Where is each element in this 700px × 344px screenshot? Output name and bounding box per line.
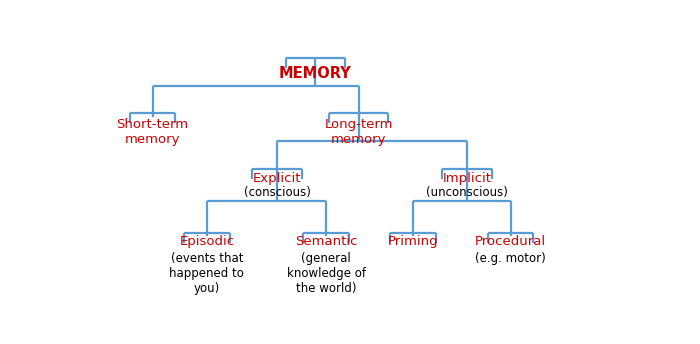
Text: (conscious): (conscious) <box>244 186 311 200</box>
Text: (general
knowledge of
the world): (general knowledge of the world) <box>287 252 365 295</box>
Text: (e.g. motor): (e.g. motor) <box>475 252 546 265</box>
Text: Procedural: Procedural <box>475 235 546 248</box>
Text: (events that
happened to
you): (events that happened to you) <box>169 252 244 295</box>
Text: Implicit: Implicit <box>442 172 491 185</box>
Text: Episodic: Episodic <box>179 235 235 248</box>
Text: MEMORY: MEMORY <box>279 66 351 82</box>
Text: Explicit: Explicit <box>253 172 302 185</box>
Text: Short-term
memory: Short-term memory <box>116 118 189 146</box>
Text: Priming: Priming <box>388 235 438 248</box>
Text: Long-term
memory: Long-term memory <box>325 118 393 146</box>
Text: Semantic: Semantic <box>295 235 358 248</box>
Text: (unconscious): (unconscious) <box>426 186 508 200</box>
